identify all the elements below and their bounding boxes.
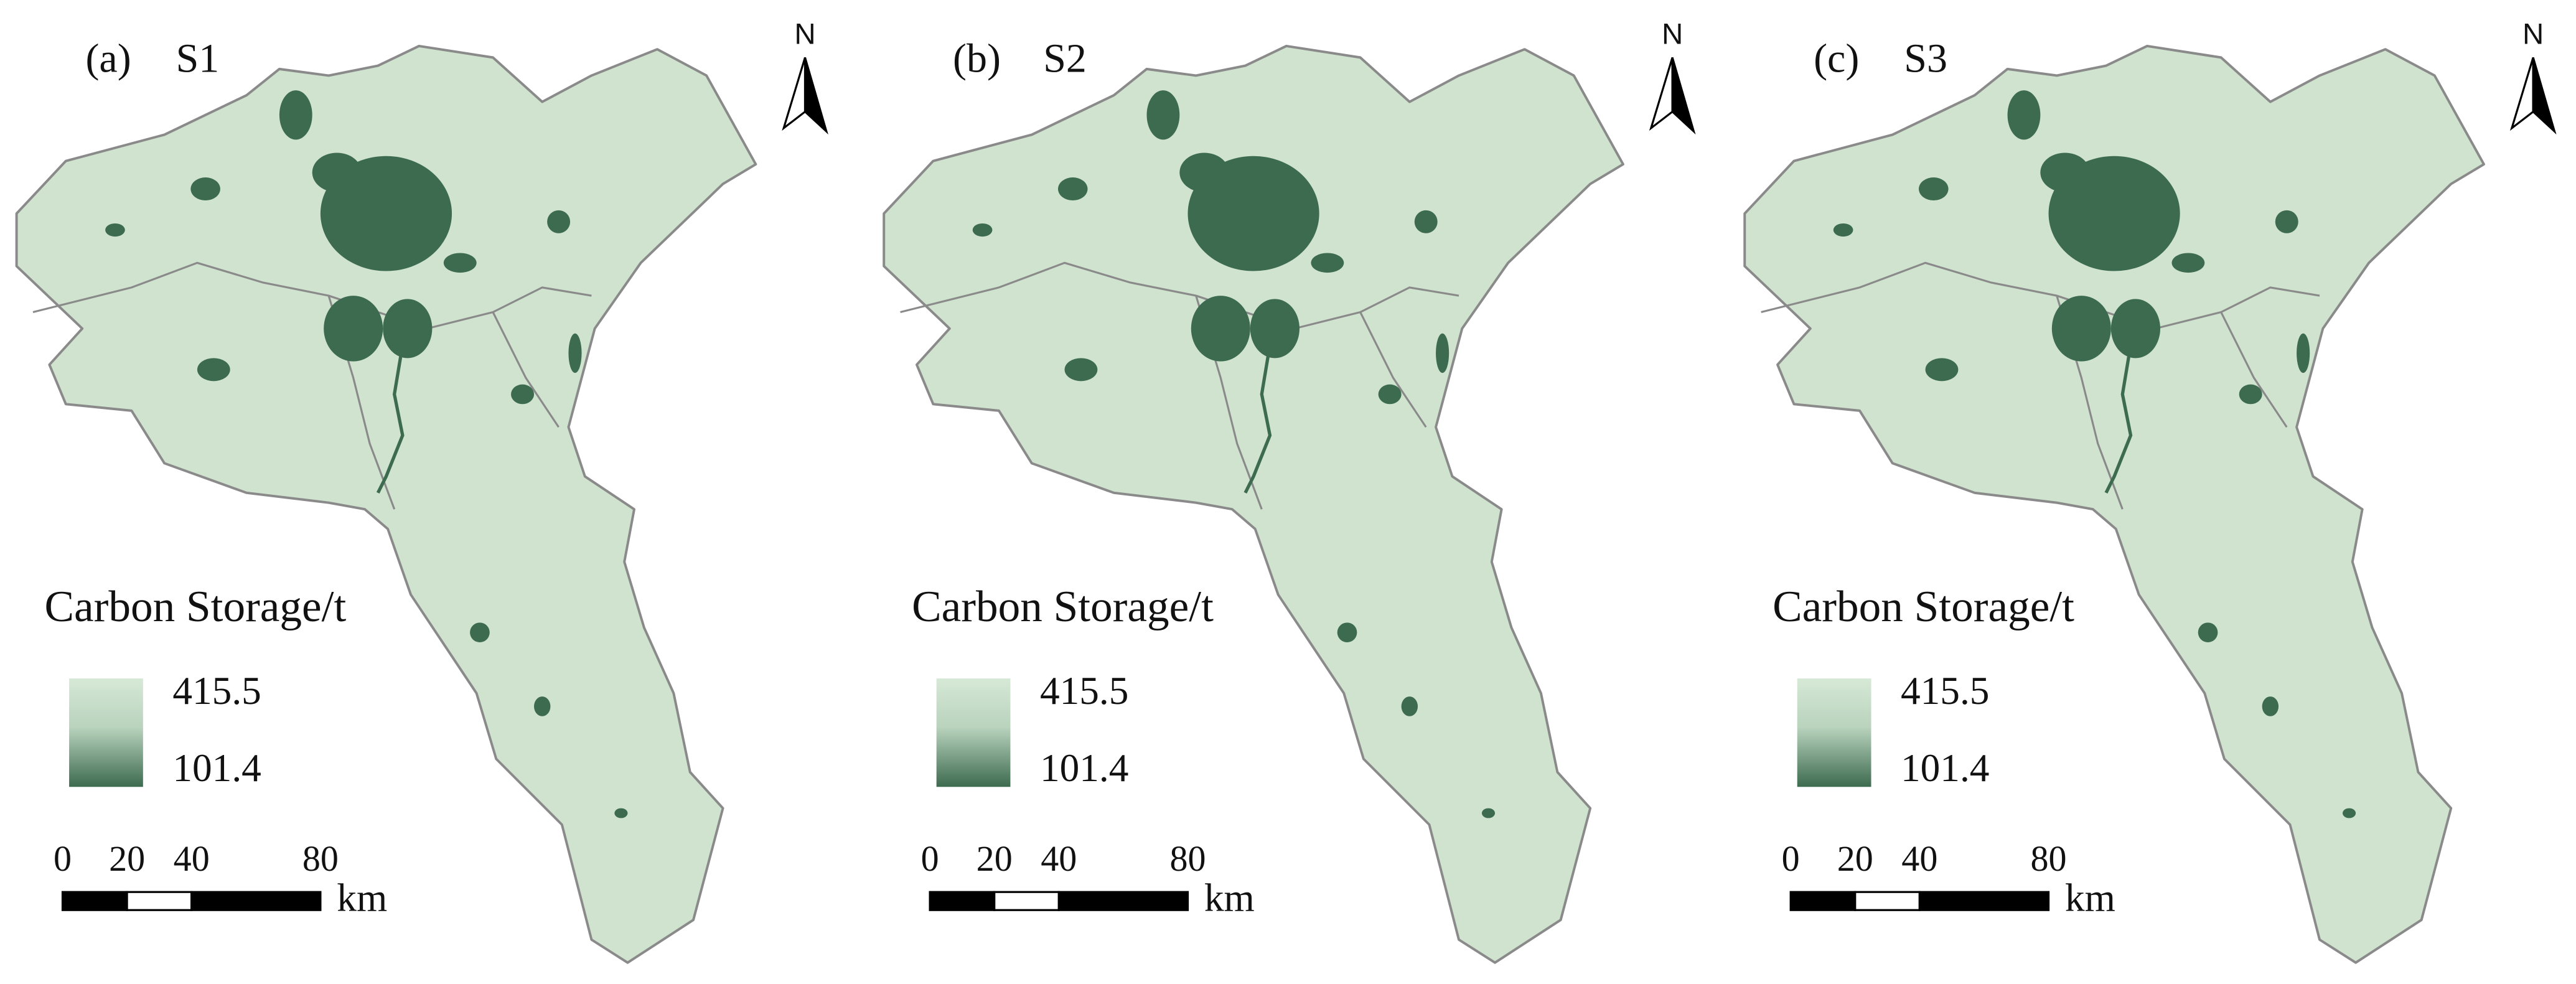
- north-arrow-left: [1649, 57, 1674, 131]
- scenario-label: S2: [1043, 35, 1087, 81]
- north-arrow-right: [803, 57, 828, 135]
- scale-segment: [1918, 891, 2050, 911]
- panel-label: (a): [85, 35, 131, 81]
- scale-segment: [61, 891, 128, 911]
- legend-gradient: [936, 678, 1011, 787]
- north-arrow-left: [782, 57, 807, 131]
- scale-tick-label: 40: [1901, 838, 1937, 879]
- north-arrow-right: [1671, 57, 1696, 135]
- north-label: N: [1662, 18, 1683, 51]
- legend-min: 101.4: [1901, 746, 1989, 790]
- legend-max: 415.5: [1040, 669, 1129, 713]
- map-panel: (c) S3 N Carbon Storage/t 415.5 101.4 0 20 40 80k…: [1745, 18, 2557, 963]
- scale-segment: [126, 891, 193, 911]
- legend-min: 101.4: [1040, 746, 1129, 790]
- scale-segment: [190, 891, 322, 911]
- panel-label: (c): [1814, 35, 1859, 81]
- north-arrow-right: [2532, 57, 2557, 135]
- scale-tick-label: 80: [1169, 838, 1206, 879]
- scale-segment: [1854, 891, 1921, 911]
- legend-title: Carbon Storage/t: [44, 582, 346, 631]
- scale-segment: [1789, 891, 1857, 911]
- scale-tick-label: 40: [1041, 838, 1077, 879]
- scale-tick-label: 20: [109, 838, 145, 879]
- region-map: [1745, 46, 2484, 963]
- scale-segment: [993, 891, 1060, 911]
- map-panel: (a) S1 N Carbon Storage/t 415.5 101.4 0 20 40 80k…: [17, 18, 828, 963]
- legend-max: 415.5: [172, 669, 261, 713]
- scenario-label: S1: [176, 35, 220, 81]
- scale-tick-label: 20: [977, 838, 1013, 879]
- scale-segment: [929, 891, 996, 911]
- panel-label: (b): [953, 35, 1001, 81]
- scale-tick-label: 0: [54, 838, 72, 879]
- scale-tick-label: 0: [921, 838, 939, 879]
- scale-tick-label: 0: [1782, 838, 1800, 879]
- scale-unit: km: [337, 876, 387, 920]
- scale-tick-label: 80: [302, 838, 339, 879]
- legend-title: Carbon Storage/t: [1773, 582, 2074, 631]
- legend-max: 415.5: [1901, 669, 1989, 713]
- legend-min: 101.4: [172, 746, 261, 790]
- legend-title: Carbon Storage/t: [912, 582, 1214, 631]
- north-label: N: [2522, 18, 2544, 51]
- map-panel: (b) S2 N Carbon Storage/t 415.5 101.4 0 20 40 80k…: [884, 18, 1696, 963]
- legend-gradient: [69, 678, 143, 787]
- scale-segment: [1057, 891, 1189, 911]
- scale-unit: km: [1204, 876, 1255, 920]
- region-map: [17, 46, 756, 963]
- scenario-label: S3: [1904, 35, 1947, 81]
- north-arrow-left: [2509, 57, 2534, 131]
- scale-unit: km: [2065, 876, 2115, 920]
- scale-tick-label: 20: [1837, 838, 1873, 879]
- scale-tick-label: 80: [2031, 838, 2067, 879]
- scale-tick-label: 40: [174, 838, 210, 879]
- north-label: N: [794, 18, 815, 51]
- region-map: [884, 46, 1623, 963]
- legend-gradient: [1797, 678, 1871, 787]
